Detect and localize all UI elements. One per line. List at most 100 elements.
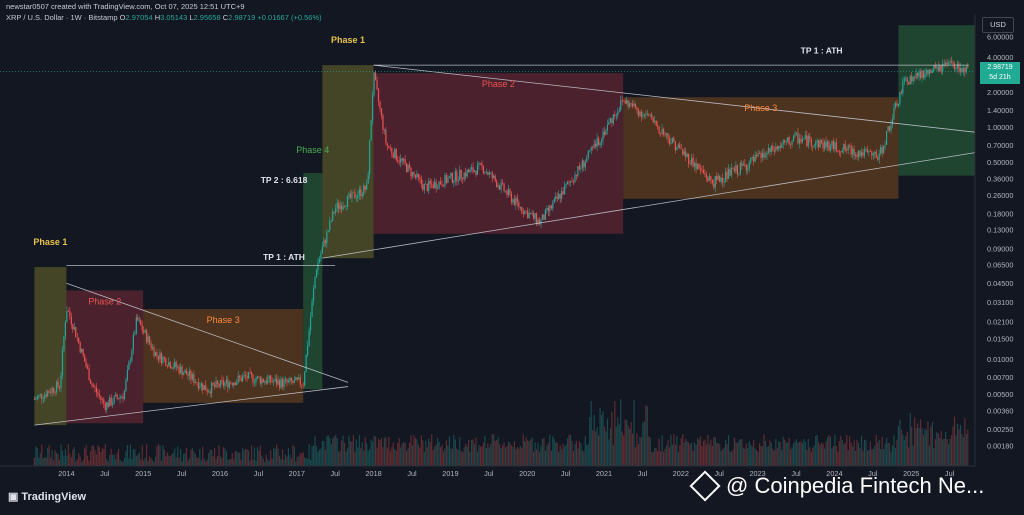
volume-bar	[911, 426, 913, 466]
volume-bar	[725, 440, 727, 466]
volume-bar	[587, 444, 589, 466]
volume-bar	[826, 437, 829, 466]
volume-bar	[234, 451, 236, 466]
y-tick-label: 0.26000	[987, 191, 1013, 200]
volume-bar	[646, 406, 648, 466]
volume-bar	[809, 447, 811, 466]
candle-body	[469, 169, 471, 173]
candle-body	[85, 361, 87, 367]
candle-body	[63, 336, 65, 351]
candle-body	[101, 399, 103, 401]
candle-body	[658, 126, 660, 134]
volume-bar	[135, 455, 137, 466]
volume-bar	[730, 451, 733, 466]
candle-body	[692, 157, 694, 167]
x-tick-label: 2017	[289, 469, 305, 478]
volume-bar	[772, 448, 774, 466]
volume-bar	[438, 441, 440, 466]
candle-body	[197, 382, 199, 389]
volume-bar	[94, 449, 96, 466]
volume-bar	[456, 448, 458, 466]
volume-bar	[744, 448, 746, 466]
volume-bar	[205, 461, 207, 466]
candle-body	[854, 154, 857, 156]
volume-bar	[97, 445, 99, 466]
volume-bar	[194, 453, 196, 466]
volume-bar	[289, 454, 291, 466]
candle-body	[51, 388, 53, 394]
candle-body	[281, 378, 284, 387]
candle-body	[271, 381, 273, 383]
candle-body	[434, 181, 436, 189]
candle-body	[961, 68, 963, 73]
candle-body	[748, 162, 750, 169]
volume-bar	[829, 436, 832, 466]
candle-body	[561, 191, 563, 199]
candle-body	[385, 129, 387, 144]
candle-body	[620, 100, 622, 111]
candle-body	[936, 66, 938, 69]
candle-body	[268, 375, 270, 379]
candle-body	[878, 153, 880, 160]
candle-body	[154, 352, 157, 357]
volume-bar	[361, 442, 363, 466]
volume-bar	[308, 444, 310, 466]
volume-bar	[169, 456, 171, 466]
volume-bar	[352, 435, 355, 466]
volume-bar	[286, 456, 288, 466]
volume-bar	[115, 459, 117, 466]
volume-bar	[200, 460, 202, 466]
candle-body	[283, 380, 285, 387]
candle-body	[255, 379, 257, 383]
volume-bar	[586, 444, 588, 466]
candle-body	[803, 138, 805, 140]
volume-bar	[373, 435, 375, 466]
volume-bar	[383, 438, 386, 466]
candle-body	[733, 168, 736, 172]
candle-body	[939, 65, 941, 72]
volume-bar	[193, 451, 195, 466]
tradingview-logo[interactable]: ▣ TradingView	[8, 490, 86, 504]
volume-bar	[756, 450, 758, 466]
volume-bar	[44, 456, 46, 466]
volume-bar	[293, 447, 295, 466]
candle-body	[485, 172, 487, 173]
x-tick-label: 2016	[212, 469, 228, 478]
volume-bar	[962, 437, 964, 466]
y-tick-label: 0.01000	[987, 355, 1013, 364]
phase-box	[322, 65, 374, 259]
candle-body	[73, 327, 75, 330]
volume-bar	[674, 444, 676, 466]
volume-bar	[838, 440, 840, 466]
volume-bar	[813, 445, 815, 466]
candle-body	[240, 377, 242, 382]
candle-body	[117, 398, 120, 400]
y-tick-label: 0.18000	[987, 209, 1013, 218]
phase-box	[34, 267, 67, 426]
currency-button[interactable]: USD	[982, 17, 1014, 33]
volume-bar	[939, 438, 941, 466]
candle-body	[558, 193, 560, 199]
volume-bar	[766, 447, 768, 466]
candle-body	[202, 383, 204, 391]
volume-bar	[276, 444, 278, 466]
candle-body	[284, 379, 287, 381]
candle-body	[326, 231, 328, 244]
candle-body	[949, 61, 951, 63]
candle-body	[655, 120, 657, 126]
candle-body	[933, 65, 935, 71]
volume-bar	[428, 438, 430, 466]
volume-bar	[577, 448, 579, 466]
candle-body	[875, 151, 877, 158]
volume-bar	[41, 444, 43, 466]
volume-bar	[919, 419, 922, 466]
volume-bar	[707, 434, 709, 466]
volume-bar	[515, 449, 517, 466]
volume-bar	[199, 448, 201, 466]
candle-body	[922, 70, 925, 79]
x-tick-label: Jul	[945, 469, 955, 478]
candle-body	[466, 169, 468, 177]
candle-body	[719, 175, 721, 182]
candle-body	[370, 120, 372, 141]
